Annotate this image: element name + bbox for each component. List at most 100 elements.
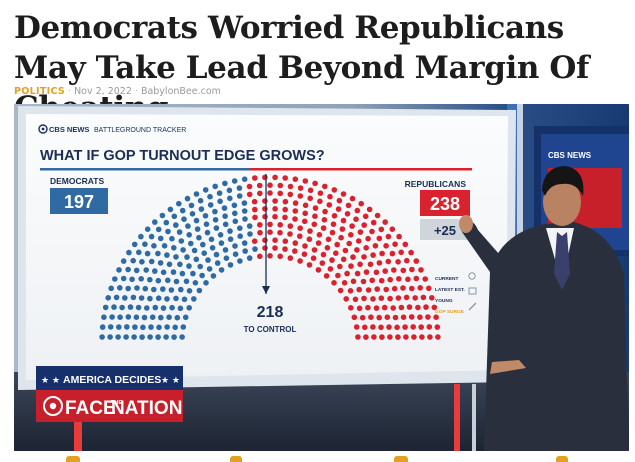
rep-seat-dot [267,229,273,235]
rep-seat-dot [335,206,342,212]
lower-third-banner: ★ ★ AMERICA DECIDES ★ ★ FACE THE NATION [36,366,183,422]
dem-seat-dot [152,268,158,274]
rep-seat-dot [373,305,380,311]
dem-seat-dot [184,254,190,260]
dem-seat-dot [131,334,137,340]
rep-seat-dot [326,202,333,208]
share-button-peek[interactable] [230,456,242,462]
rep-seat-dot [324,245,331,251]
dem-seat-dot [171,334,177,340]
dem-seat-dot [111,304,117,310]
share-icon[interactable] [468,272,476,280]
share-button-peek[interactable] [556,456,568,462]
category-link[interactable]: POLITICS [14,86,66,97]
rep-seat-dot [257,222,263,228]
banner-show-nation: NATION [111,398,182,419]
rep-seat-dot [331,280,337,286]
dem-seat-dot [222,221,229,228]
scenario-menu-item[interactable]: YOUNG [435,298,453,304]
dem-seat-dot [185,223,191,229]
rep-seat-dot [370,324,376,330]
rep-seat-dot [350,278,357,285]
rep-seat-dot [272,174,278,181]
rep-seat-dot [262,206,268,212]
rep-delta: +25 [434,223,456,238]
rep-seat-dot [262,198,268,204]
share-button-peek[interactable] [394,456,408,462]
dem-seat-dot [127,304,134,310]
dem-seat-dot [202,213,209,219]
dem-seat-dot [207,202,214,208]
rep-seat-dot [257,253,263,260]
rep-seat-dot [368,314,374,320]
dem-seat-dot [172,324,178,331]
rep-value-box [420,190,470,216]
rep-seat-dot [272,198,278,204]
dem-seat-dot [123,334,129,340]
rep-seat-dot [356,286,363,293]
rep-seat-dot [329,229,336,236]
rep-seat-dot [311,221,318,228]
dem-seat-dot [182,314,189,321]
dem-seat-dot [173,295,179,302]
rep-seat-dot [362,324,368,331]
rep-seat-dot [267,182,273,188]
dem-seat-dot [222,180,228,187]
dem-seat-dot [155,295,162,301]
rep-seat-dot [396,233,402,240]
dem-seat-dot [247,231,253,237]
rep-seat-dot [367,261,374,268]
dem-seat-dot [197,263,203,270]
dem-seat-dot [168,287,175,293]
rep-seat-dot [353,324,360,330]
dem-seat-dot [157,235,164,242]
dem-seat-dot [227,195,233,202]
rep-seat-dot [392,314,399,321]
dem-seat-dot [138,295,145,301]
rep-seat-dot [342,247,349,254]
rep-seat-dot [378,277,385,284]
rep-seat-dot [321,217,328,223]
dem-seat-dot [148,233,155,240]
dem-seat-dot [144,226,151,232]
list-icon[interactable] [468,287,477,295]
rep-seat-dot [350,254,356,260]
dem-seat-dot [186,305,192,311]
share-button-peek[interactable] [66,456,80,462]
rep-seat-dot [384,314,391,320]
rep-seat-dot [287,191,294,198]
rep-seat-dot [355,238,362,244]
rep-seat-dot [301,251,308,257]
dem-seat-dot [209,245,216,251]
dem-seat-dot [112,276,118,282]
pen-icon[interactable] [468,302,477,311]
scenario-menu-item[interactable]: CURRENT [435,276,459,282]
rep-seat-dot [374,286,381,292]
rep-seat-dot [297,233,303,239]
control-label: TO CONTROL [244,325,297,334]
rep-seat-dot [317,190,324,196]
rep-seat-dot [315,267,322,273]
question-underline-rep [250,168,472,171]
dem-seat-dot [222,213,228,219]
scenario-menu-item[interactable]: GOP SURGE [435,309,465,315]
rep-seat-dot [355,334,361,340]
rep-seat-dot [256,182,263,189]
rep-seat-dot [370,296,376,302]
dem-seat-dot [144,250,151,257]
dem-seat-dot [99,334,105,340]
rep-seat-dot [312,213,318,219]
dem-seat-dot [165,277,171,284]
rep-seat-dot [340,217,347,224]
scenario-menu-item[interactable]: LATEST EST. [435,287,465,293]
dem-seat-dot [173,222,179,228]
dem-seat-dot [232,218,239,225]
rep-seat-dot [363,334,369,340]
dem-seat-dot [191,247,198,254]
dem-seat-dot [199,272,205,279]
dem-seat-dot [179,334,185,340]
dem-seat-dot [122,295,128,301]
dem-seat-dot [120,258,127,264]
rep-seat-dot [348,232,354,238]
dem-seat-dot [160,269,167,276]
